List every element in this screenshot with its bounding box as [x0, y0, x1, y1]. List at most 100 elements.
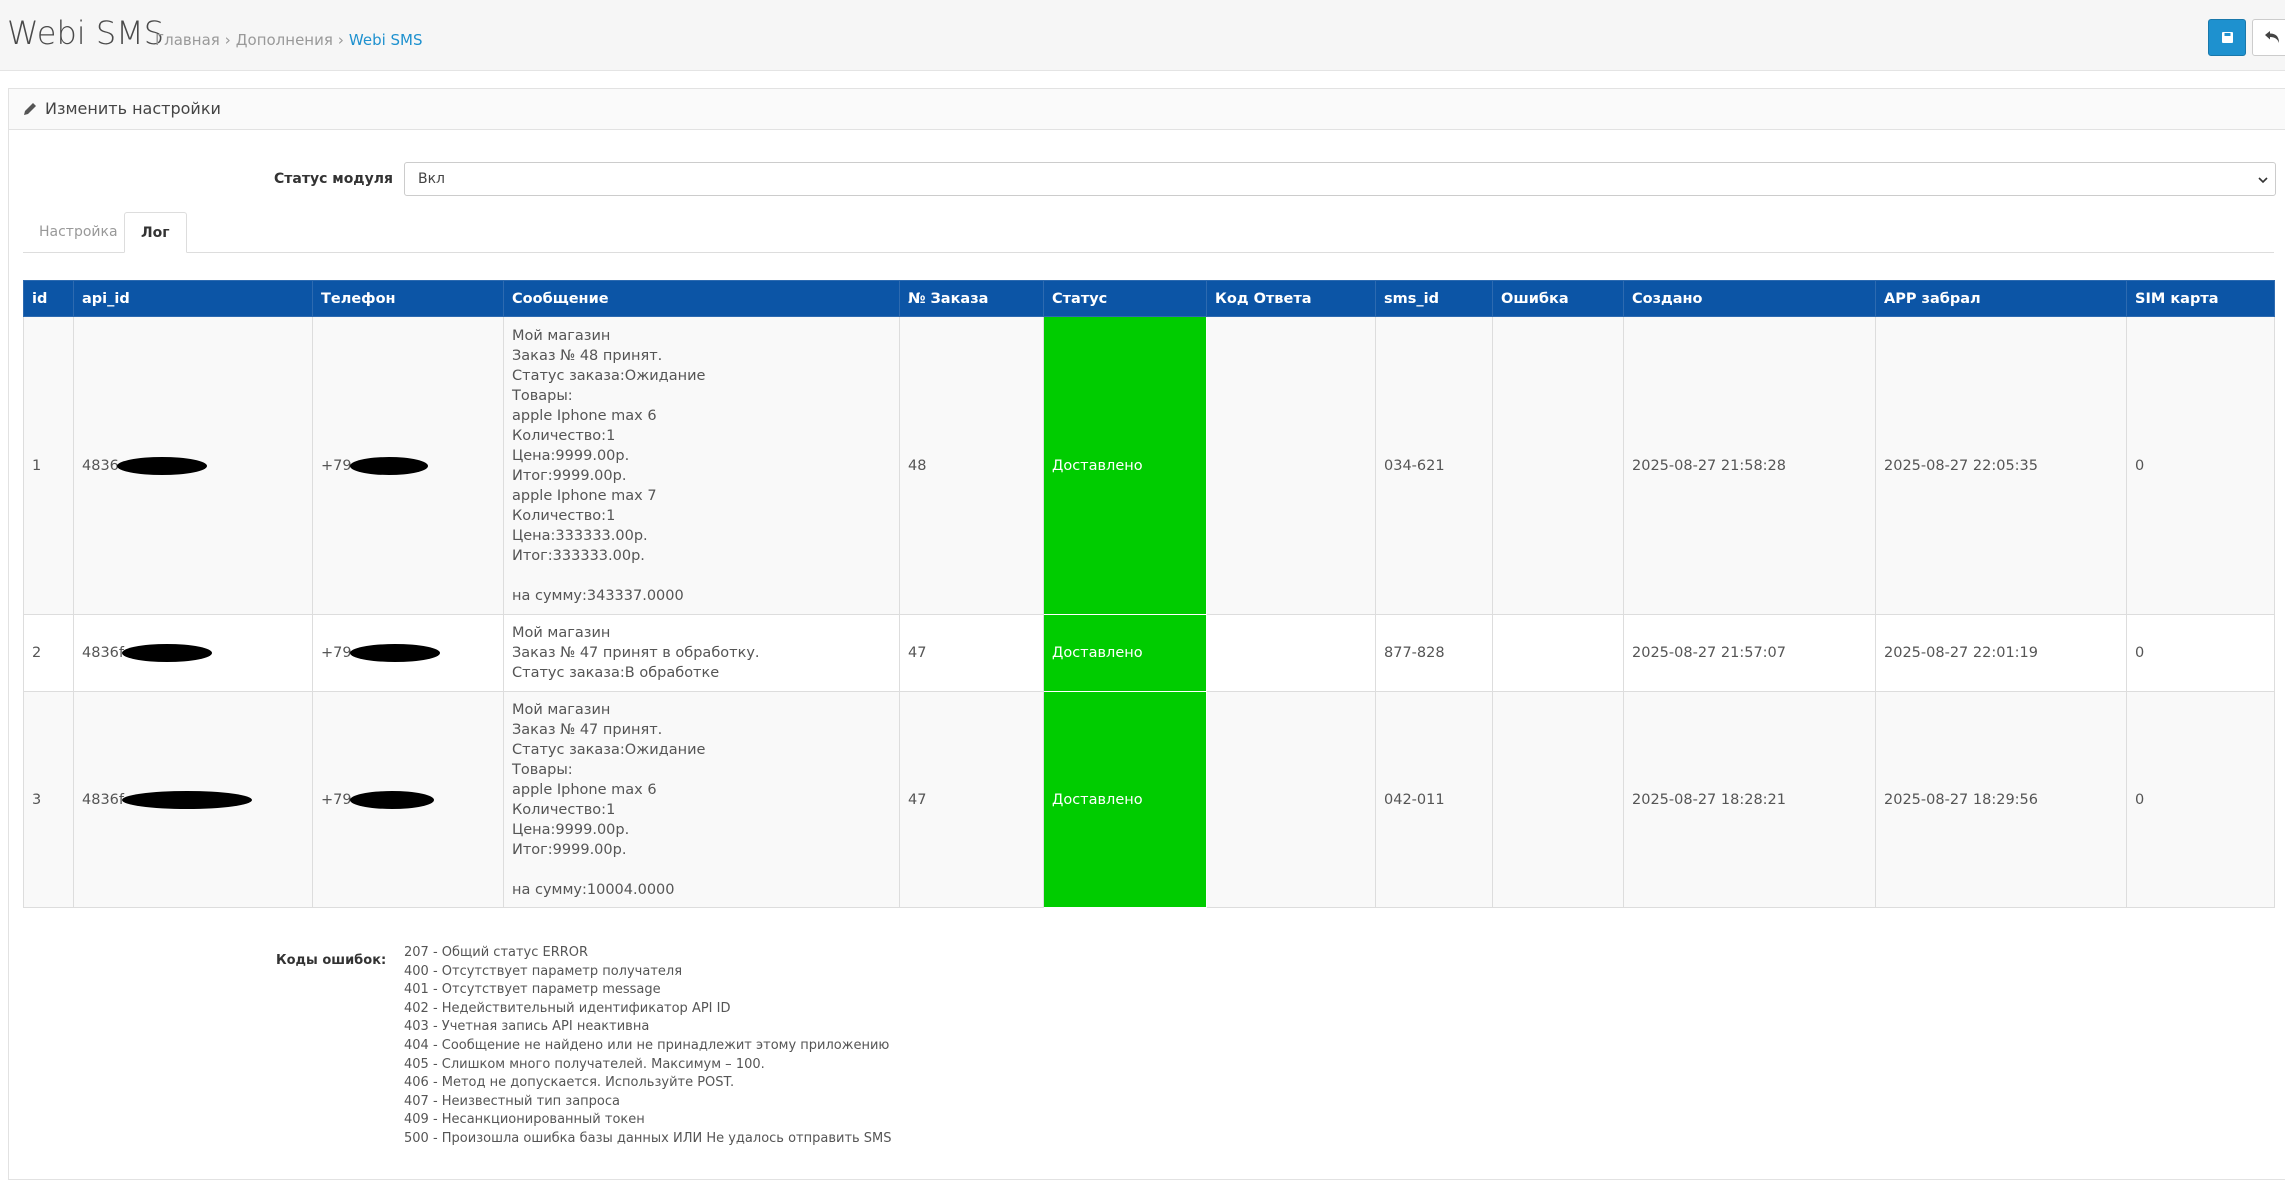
table-cell: 3	[23, 691, 74, 908]
cell-text: Доставлено	[1052, 645, 1143, 661]
cell-text: 0	[2135, 791, 2145, 808]
column-header: Сообщение	[503, 280, 900, 317]
cell-text: 48	[908, 457, 927, 474]
column-header: api_id	[73, 280, 313, 317]
cell-text: Мой магазин Заказ № 47 принят в обработк…	[512, 625, 760, 681]
page-title: Webi SMS	[7, 14, 165, 52]
table-cell	[1492, 691, 1624, 908]
table-cell: 4836	[73, 316, 313, 615]
table-cell: 4836f	[73, 691, 313, 908]
breadcrumb-separator: ›	[224, 31, 231, 49]
cell-text: 877-828	[1384, 645, 1445, 661]
table-cell: Доставлено	[1043, 316, 1207, 615]
table-cell: 0	[2126, 691, 2275, 908]
cell-text: 2025-08-27 22:01:19	[1884, 645, 2038, 661]
table-cell: 877-828	[1375, 614, 1493, 692]
table-cell: Мой магазин Заказ № 47 принят в обработк…	[503, 614, 900, 692]
breadcrumb[interactable]: Дополнения	[235, 31, 333, 49]
column-header: № Заказа	[899, 280, 1044, 317]
cell-text: 47	[908, 645, 927, 661]
table-cell: 2025-08-27 22:01:19	[1875, 614, 2127, 692]
table-cell: 034-621	[1375, 316, 1493, 615]
table-cell: 1	[23, 316, 74, 615]
cell-text: Мой магазин Заказ № 47 принят. Статус за…	[512, 701, 706, 898]
redaction	[122, 644, 213, 662]
cell-text: +79	[321, 457, 352, 474]
table-cell	[1206, 691, 1376, 908]
table-cell: 48	[899, 316, 1044, 615]
cell-text: +79	[321, 645, 352, 661]
cell-text: 4836f	[82, 791, 125, 808]
cell-text: Доставлено	[1052, 457, 1143, 474]
error-codes-label: Коды ошибок:	[276, 953, 387, 968]
table-cell: 0	[2126, 316, 2275, 615]
table-cell: Доставлено	[1043, 614, 1207, 692]
table-cell: 2025-08-27 21:57:07	[1623, 614, 1876, 692]
table-cell: 2025-08-27 18:29:56	[1875, 691, 2127, 908]
redaction	[349, 456, 428, 475]
table-cell: +79	[312, 691, 504, 908]
tab-active[interactable]: Лог	[124, 212, 187, 253]
table-cell: 0	[2126, 614, 2275, 692]
select-arrow	[2258, 177, 2268, 184]
error-code: 500 - Произошла ошибка базы данных ИЛИ Н…	[404, 1130, 892, 1146]
redaction	[116, 456, 207, 475]
error-code: 409 - Несанкционированный токен	[404, 1112, 645, 1128]
cell-text: 2	[32, 645, 42, 661]
cell-text: 2025-08-27 21:58:28	[1632, 457, 1786, 474]
table-row: 3 4836f +79 Мой магазин Заказ № 47 принят. …	[23, 691, 2275, 908]
tab[interactable]: Настройка	[39, 224, 118, 240]
save-button[interactable]	[2208, 19, 2246, 56]
cell-text: 2025-08-27 18:29:56	[1884, 791, 2038, 808]
status-select[interactable]: Вкл	[404, 162, 2276, 196]
tabs: Настройка Лог	[23, 212, 2274, 253]
breadcrumb[interactable]: Главная	[155, 31, 220, 49]
column-header: Статус	[1043, 280, 1207, 317]
table-cell: 2025-08-27 18:28:21	[1623, 691, 1876, 908]
table-cell: 47	[899, 614, 1044, 692]
table-cell: 2025-08-27 22:05:35	[1875, 316, 2127, 615]
cell-text: 1	[32, 457, 42, 474]
back-icon	[2265, 31, 2279, 43]
error-code: 400 - Отсутствует параметр получателя	[404, 963, 683, 979]
back-button[interactable]	[2252, 19, 2285, 56]
error-code: 207 - Общий статус ERROR	[404, 945, 589, 960]
error-code: 405 - Слишком много получателей. Максиму…	[404, 1056, 765, 1072]
table-cell	[1206, 316, 1376, 615]
status-label: Статус модуля	[274, 171, 393, 187]
cell-text: 4836f	[82, 645, 125, 661]
column-header: SIM карта	[2126, 280, 2275, 317]
cell-text: 2025-08-27 21:57:07	[1632, 645, 1786, 661]
column-header: APP забрал	[1875, 280, 2127, 317]
column-header: Телефон	[312, 280, 504, 317]
error-code: 403 - Учетная запись API неактивна	[404, 1019, 650, 1035]
cell-text: 042-011	[1384, 791, 1445, 808]
table-cell: Мой магазин Заказ № 47 принят. Статус за…	[503, 691, 900, 908]
error-codes-list: 207 - Общий статус ERROR 400 - Отсутствуе…	[404, 944, 892, 1149]
panel-heading-text: Изменить настройки	[45, 99, 221, 118]
breadcrumb[interactable]: Webi SMS	[348, 31, 423, 49]
table-cell	[1492, 316, 1624, 615]
error-code: 407 - Неизвестный тип запроса	[404, 1093, 620, 1109]
page-header: Webi SMS Главная › Дополнения › Webi SMS	[0, 0, 2285, 71]
error-code: 404 - Сообщение не найдено или не принад…	[404, 1037, 890, 1053]
table-cell: 4836f	[73, 614, 313, 692]
save-icon	[2222, 32, 2233, 43]
table-cell: Доставлено	[1043, 691, 1207, 908]
table-row: 1 4836 +79 Мой магазин Заказ № 48 принят. С…	[23, 316, 2275, 615]
cell-text: +79	[321, 791, 352, 808]
pencil-icon	[24, 103, 36, 115]
error-code: 406 - Метод не допускается. Используйте …	[404, 1075, 735, 1091]
table-cell: 47	[899, 691, 1044, 908]
column-header: id	[23, 280, 74, 317]
breadcrumb-separator: ›	[337, 31, 344, 49]
column-header: sms_id	[1375, 280, 1493, 317]
cell-text: 034-621	[1384, 457, 1445, 474]
column-header: Ошибка	[1492, 280, 1624, 317]
table-row: 2 4836f +79 Мой магазин Заказ № 47 принят в…	[23, 614, 2275, 692]
column-header: Код Ответа	[1206, 280, 1376, 317]
table-cell	[1206, 614, 1376, 692]
cell-text: 0	[2135, 457, 2145, 474]
